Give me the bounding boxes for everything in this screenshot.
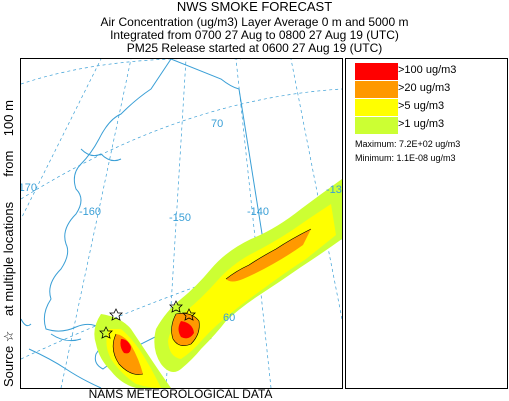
latitude-line-75 [21, 59, 241, 85]
source-markers [99, 300, 196, 339]
smoke-map-canvas: -170 -160 -150 -140 -130 70 60 [21, 59, 342, 388]
meridian-160 [60, 59, 132, 388]
legend-swatch-100 [355, 63, 398, 80]
legend-swatch-20 [355, 81, 398, 98]
peninsula-coast [28, 348, 102, 388]
source-star-3 [169, 300, 183, 313]
island [21, 318, 32, 327]
graticule-labels: -170 -160 -150 -140 -130 70 60 [21, 118, 342, 324]
border-line [238, 88, 267, 260]
source-star-2 [99, 326, 113, 339]
latitude-line-70 [21, 88, 342, 200]
longitude-label-130: -130 [326, 184, 342, 196]
coastline-north [170, 59, 240, 90]
latitude-label-60: 60 [223, 312, 235, 324]
coastline-inlet [80, 148, 122, 162]
legend-panel: >100 ug/m3 >20 ug/m3 >5 ug/m3 >1 ug/m3 M… [345, 58, 508, 389]
contour-core [171, 313, 200, 346]
maximum-concentration: Maximum: 7.2E+02 ug/m3 [355, 139, 461, 149]
plume-hotspot-1 [178, 321, 194, 339]
legend-swatch-5 [355, 99, 398, 116]
legend-label-20: >20 ug/m3 [398, 82, 451, 94]
legend-label-1: >1 ug/m3 [398, 118, 445, 130]
plume-band-l20 [226, 229, 311, 282]
latitude-label-70: 70 [211, 118, 223, 130]
contour-peninsula [112, 333, 144, 375]
plume-level-100 [120, 321, 194, 354]
source-star-1 [109, 308, 123, 321]
meridian-140 [235, 59, 272, 388]
smoke-map: -170 -160 -150 -140 -130 70 60 [20, 58, 343, 389]
plume-hotspot-2 [120, 339, 131, 354]
concentration-description: Air Concentration (ug/m3) Layer Average … [100, 15, 409, 29]
release-start-time: PM25 Release started at 0600 27 Aug 19 (… [126, 41, 383, 55]
minimum-concentration: Minimum: 1.1E-08 ug/m3 [355, 153, 456, 163]
legend-swatch-1 [355, 117, 398, 134]
plume-level-5 [106, 204, 336, 388]
contour-band [225, 228, 312, 280]
meteorological-data-label: NAMS METEOROLOGICAL DATA [88, 387, 273, 401]
meridian-130 [290, 59, 342, 320]
legend-label-5: >5 ug/m3 [398, 100, 445, 112]
meridian-170 [21, 59, 102, 220]
longitude-label-170: -170 [21, 182, 37, 194]
longitude-label-160: -160 [79, 206, 101, 218]
source-star-4 [182, 308, 196, 321]
coastline-bay [50, 333, 82, 342]
source-location-label: Source ☆ at multiple locations from 100 … [1, 100, 16, 387]
forecast-title: NWS SMOKE FORECAST [176, 0, 333, 14]
integration-period: Integrated from 0700 27 Aug to 0800 27 A… [110, 28, 399, 42]
longitude-label-150: -150 [169, 212, 191, 224]
legend-label-100: >100 ug/m3 [398, 64, 457, 76]
contour-lines [112, 228, 312, 375]
longitude-label-140: -140 [247, 206, 269, 218]
